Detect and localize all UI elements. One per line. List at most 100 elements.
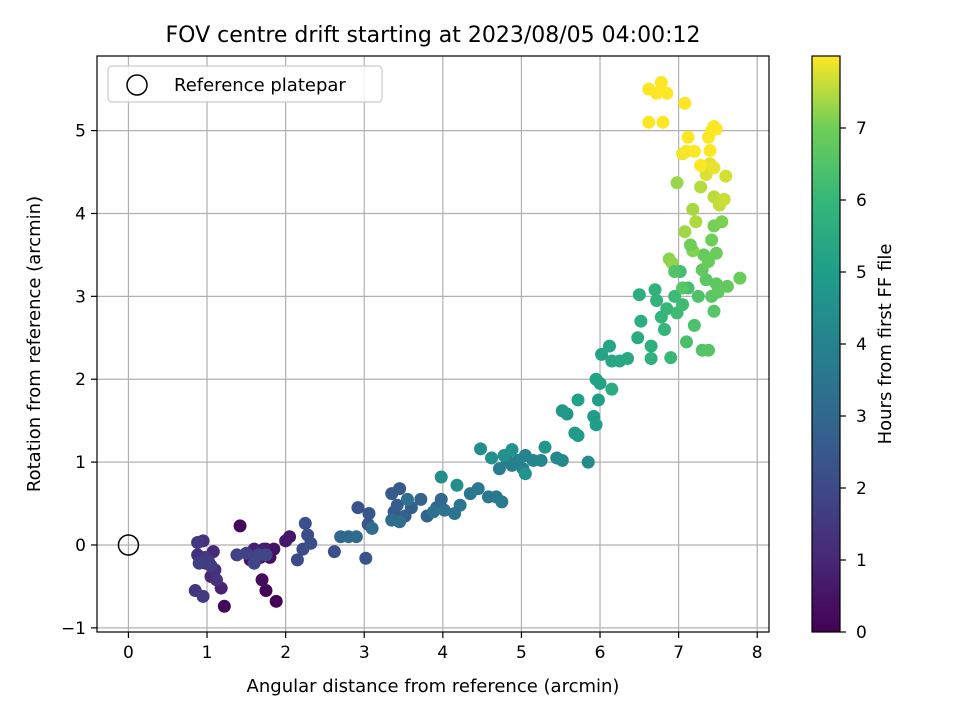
- data-point: [660, 302, 674, 316]
- data-point: [705, 233, 719, 247]
- data-point: [670, 176, 684, 190]
- data-point: [687, 144, 701, 158]
- legend-box: [107, 65, 383, 103]
- data-point: [560, 407, 574, 421]
- data-point: [365, 521, 379, 535]
- data-point: [434, 492, 448, 506]
- data-point: [694, 180, 708, 194]
- data-point: [715, 215, 729, 229]
- chart-title: FOV centre drift starting at 2023/08/05 …: [166, 23, 701, 48]
- data-point: [474, 442, 488, 456]
- y-tick-label: −1: [61, 619, 86, 639]
- data-point: [678, 225, 692, 239]
- data-point: [593, 376, 607, 390]
- data-point: [644, 352, 658, 366]
- data-point: [290, 553, 304, 567]
- data-point: [707, 304, 721, 318]
- data-point: [660, 86, 674, 100]
- data-point: [362, 506, 376, 520]
- data-point: [703, 143, 717, 157]
- data-point: [359, 551, 373, 565]
- data-point: [668, 289, 682, 303]
- colorbar-ticks: 0 1 2 3 4 5 6 7: [840, 119, 867, 643]
- data-point: [595, 347, 609, 361]
- data-point: [259, 548, 273, 562]
- x-tick-label: 7: [673, 643, 684, 663]
- data-point: [581, 455, 595, 469]
- data-point: [269, 594, 283, 608]
- data-point: [648, 283, 662, 297]
- data-point: [679, 335, 693, 349]
- data-point: [656, 115, 670, 129]
- data-point: [393, 515, 407, 529]
- data-point: [644, 339, 658, 353]
- data-point: [518, 467, 532, 481]
- colorbar-tick-label: 1: [856, 551, 867, 571]
- data-point: [720, 279, 734, 293]
- data-point: [699, 273, 713, 287]
- data-point: [589, 418, 603, 432]
- data-point: [701, 343, 715, 357]
- data-point: [631, 331, 645, 345]
- data-point: [605, 382, 619, 396]
- x-tick-label: 0: [123, 643, 134, 663]
- data-point: [233, 519, 247, 533]
- data-point: [259, 584, 273, 598]
- data-point: [602, 339, 616, 353]
- data-point: [678, 96, 692, 110]
- data-point: [686, 202, 700, 216]
- data-point: [453, 498, 467, 512]
- colorbar-gradient: [811, 55, 841, 633]
- x-tick-label: 6: [595, 643, 606, 663]
- data-point: [538, 440, 552, 454]
- legend-marker-open-circle: [126, 74, 148, 96]
- data-point: [505, 443, 519, 457]
- y-tick-label: 0: [75, 536, 86, 556]
- data-point: [555, 453, 569, 467]
- y-tick-label: 1: [75, 453, 86, 473]
- data-point: [664, 351, 678, 365]
- data-point: [471, 482, 485, 496]
- data-point: [707, 161, 721, 175]
- data-point: [709, 246, 723, 260]
- colorbar-tick-label: 3: [856, 407, 867, 427]
- data-point: [414, 492, 428, 506]
- data-point: [683, 238, 697, 252]
- x-tick-label: 5: [516, 643, 527, 663]
- x-tick-label: 8: [752, 643, 763, 663]
- data-point: [393, 482, 407, 496]
- x-tick-label: 4: [437, 643, 448, 663]
- y-tick-label: 2: [75, 370, 86, 390]
- data-point: [676, 298, 690, 312]
- colorbar-tick-label: 7: [856, 119, 867, 139]
- colorbar-tick-label: 5: [856, 263, 867, 283]
- data-point: [687, 318, 701, 332]
- data-point: [304, 536, 318, 550]
- data-point: [621, 352, 635, 366]
- x-tick-label: 3: [359, 643, 370, 663]
- y-tick-label: 4: [75, 204, 86, 224]
- data-point: [255, 573, 269, 587]
- data-point: [426, 505, 440, 519]
- data-point: [632, 288, 646, 302]
- data-point: [351, 501, 365, 515]
- data-point: [209, 573, 223, 587]
- data-point: [485, 451, 499, 465]
- y-axis-label: Rotation from reference (arcmin): [24, 196, 45, 492]
- x-axis-label: Angular distance from reference (arcmin): [247, 676, 620, 697]
- data-point: [650, 86, 664, 100]
- data-point: [689, 215, 703, 229]
- data-point: [327, 545, 341, 559]
- y-tick-label: 5: [75, 122, 86, 142]
- data-point: [733, 271, 747, 285]
- data-point: [709, 122, 723, 136]
- data-point: [676, 281, 690, 295]
- colorbar-tick-label: 4: [856, 335, 867, 355]
- data-point: [349, 530, 363, 544]
- y-axis-ticks: −1 0 1 2 3 4 5: [61, 122, 97, 639]
- y-tick-label: 3: [75, 287, 86, 307]
- plot-frame: [96, 55, 770, 633]
- data-point: [691, 289, 705, 303]
- data-point: [192, 556, 206, 570]
- colorbar-tick-label: 0: [856, 623, 867, 643]
